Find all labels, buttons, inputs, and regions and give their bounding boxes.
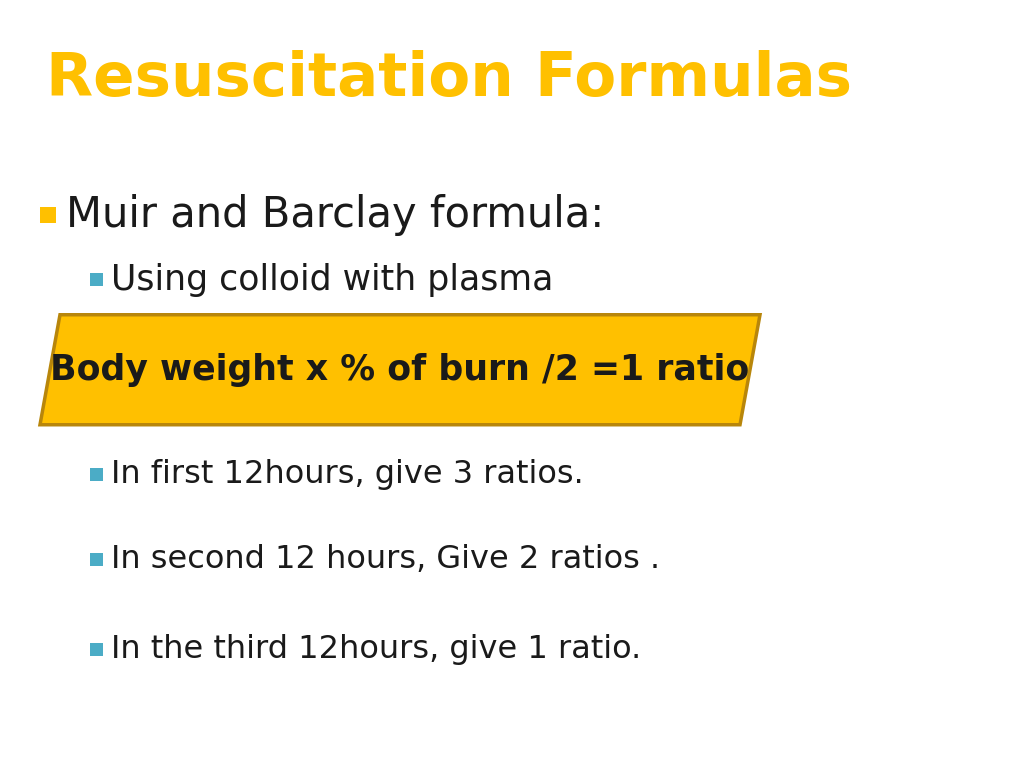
Polygon shape bbox=[40, 315, 760, 425]
Text: In the third 12hours, give 1 ratio.: In the third 12hours, give 1 ratio. bbox=[111, 634, 641, 665]
Bar bbox=[40, 207, 56, 223]
Text: In first 12hours, give 3 ratios.: In first 12hours, give 3 ratios. bbox=[111, 459, 584, 490]
Text: In second 12 hours, Give 2 ratios .: In second 12 hours, Give 2 ratios . bbox=[111, 545, 660, 575]
Text: Using colloid with plasma: Using colloid with plasma bbox=[111, 263, 553, 296]
Bar bbox=[90, 468, 103, 482]
Bar bbox=[90, 644, 103, 656]
Bar bbox=[90, 553, 103, 566]
Text: Body weight x % of burn /2 =1 ratio: Body weight x % of burn /2 =1 ratio bbox=[50, 353, 750, 387]
Text: Resuscitation Formulas: Resuscitation Formulas bbox=[46, 51, 852, 109]
Text: Muir and Barclay formula:: Muir and Barclay formula: bbox=[66, 194, 604, 236]
Bar bbox=[90, 273, 103, 286]
